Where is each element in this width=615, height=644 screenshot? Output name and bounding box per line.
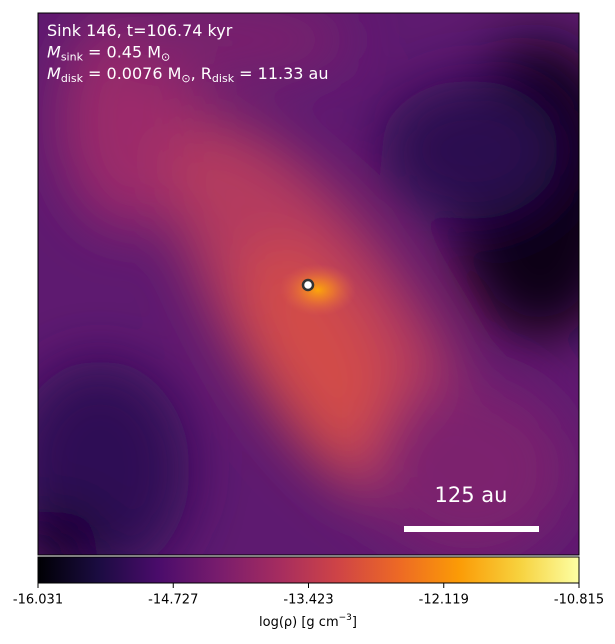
text-part: Sink 146, t=106.74 kyr: [47, 21, 233, 40]
scale-bar: [404, 526, 539, 532]
superscript: −3: [339, 613, 352, 623]
subscript: disk: [61, 72, 84, 85]
text-part: = 0.45 M: [83, 42, 161, 61]
sink-marker: [301, 278, 315, 292]
text-part: = 0.0076 M: [83, 64, 181, 83]
subscript: ⊙: [181, 72, 190, 85]
tick-label: -16.031: [13, 593, 63, 608]
colorbar-ticks: -16.031 -14.727 -13.423 -12.119 -10.815: [13, 583, 604, 608]
tick-label: -12.119: [419, 593, 469, 608]
subscript: ⊙: [161, 51, 170, 64]
text-part: ]: [352, 615, 357, 630]
density-image: [38, 13, 579, 555]
text-part: M: [47, 42, 61, 61]
tick-label: -14.727: [148, 593, 198, 608]
text-part: log(ρ) [g cm: [259, 615, 339, 630]
subscript: sink: [61, 51, 84, 64]
text-part: = 11.33 au: [234, 64, 328, 83]
scale-bar-label: 125 au: [435, 483, 508, 507]
colorbar: [37, 556, 580, 584]
annotation-line: Msink​ = 0.45 M⊙​: [47, 42, 170, 64]
colorbar-label: log(ρ) [g cm−3​]: [259, 613, 357, 630]
tick-label: -13.423: [283, 593, 333, 608]
subscript: disk: [212, 72, 235, 85]
text-part: , R: [191, 64, 212, 83]
tick-label: -10.815: [554, 593, 604, 608]
text-part: M: [47, 64, 61, 83]
annotation-line: Mdisk​ = 0.0076 M⊙​, Rdisk​ = 11.33 au: [47, 64, 328, 86]
frame: [37, 12, 580, 556]
annotation-line: Sink 146, t=106.74 kyr: [47, 21, 233, 40]
